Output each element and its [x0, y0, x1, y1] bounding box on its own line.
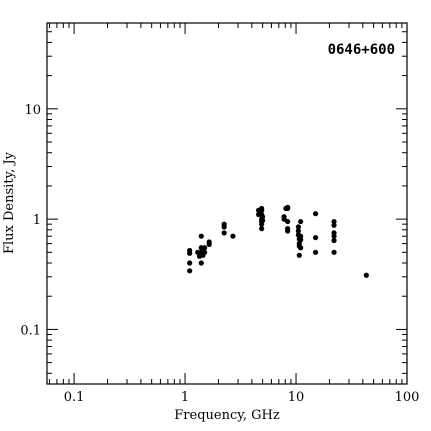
x-axis-label: Frequency, GHz — [174, 408, 280, 423]
data-point — [285, 205, 291, 212]
data-point — [230, 233, 236, 239]
plot-frame — [46, 22, 408, 385]
data-point — [295, 228, 301, 234]
data-point — [312, 211, 319, 217]
data-point — [260, 214, 266, 220]
data-point — [285, 218, 291, 225]
data-point — [187, 268, 193, 274]
data-point — [363, 272, 369, 278]
data-point — [331, 237, 337, 244]
data-point — [200, 252, 206, 258]
tick-marks — [47, 22, 408, 384]
data-point — [260, 217, 266, 224]
y-axis-label: Flux Density, Jy — [2, 151, 17, 254]
data-point — [259, 207, 265, 213]
y-tick-label: 0.1 — [20, 323, 41, 338]
data-point — [187, 260, 193, 266]
data-point — [198, 233, 204, 239]
data-point — [296, 252, 302, 258]
tick-labels: 0.1 1 10 100 0.1 1 10 — [20, 103, 419, 405]
data-point — [221, 224, 227, 230]
data-point — [206, 241, 212, 247]
data-point — [295, 224, 301, 230]
data-point — [331, 233, 337, 239]
data-point — [202, 245, 208, 251]
y-tick-label: 10 — [24, 103, 41, 118]
data-point — [331, 249, 337, 255]
x-tick-label: 0.1 — [64, 390, 85, 405]
data-point — [331, 218, 337, 225]
data-point — [298, 245, 304, 251]
data-point — [187, 250, 193, 256]
data-point — [285, 228, 291, 234]
data-point — [259, 226, 265, 232]
x-tick-label: 100 — [395, 390, 420, 405]
data-point — [331, 222, 337, 228]
data-point — [312, 249, 319, 255]
data-point — [312, 234, 319, 241]
x-tick-label: 1 — [181, 390, 189, 405]
data-point — [195, 249, 201, 255]
data-point — [298, 237, 304, 243]
x-tick-label: 10 — [288, 390, 305, 405]
data-point — [221, 230, 227, 236]
data-point — [198, 260, 204, 266]
chart-title: 0646+600 — [328, 42, 395, 58]
y-tick-label: 1 — [33, 213, 41, 228]
data-point — [298, 218, 304, 225]
data-points — [187, 204, 369, 278]
